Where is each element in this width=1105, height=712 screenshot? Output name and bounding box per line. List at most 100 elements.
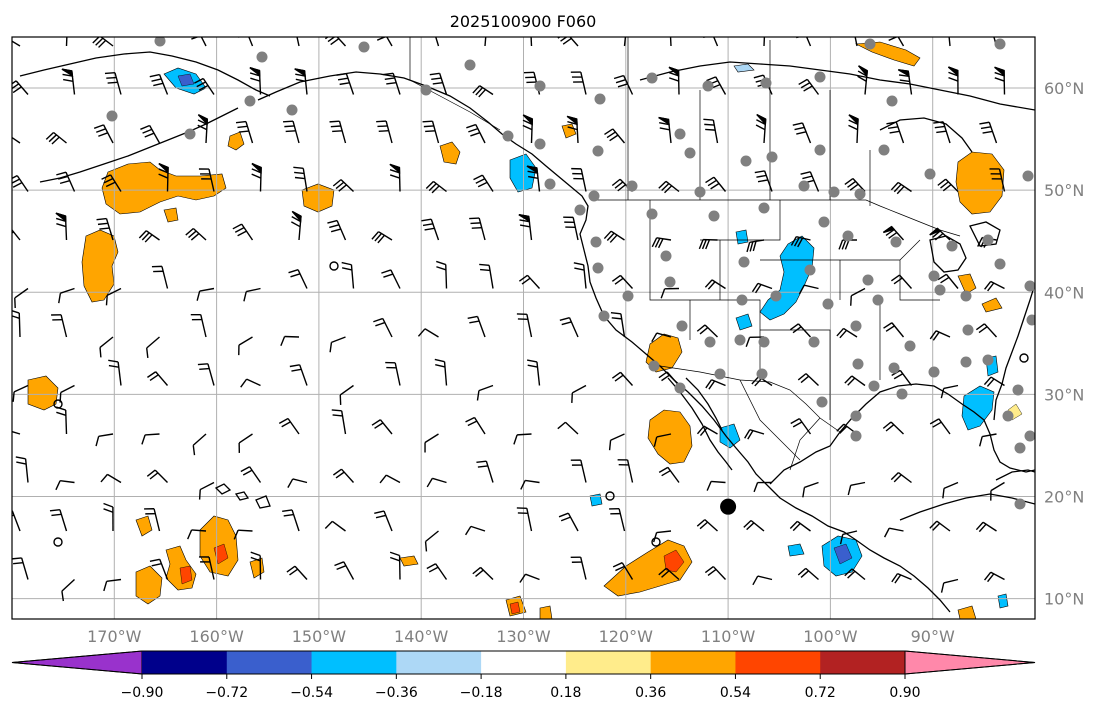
station-dot [502, 130, 514, 142]
station-dot [982, 234, 994, 246]
fill-positive [561, 123, 577, 139]
station-dot [872, 294, 884, 306]
wind-barb [790, 418, 812, 435]
wind-barb [197, 363, 215, 386]
wind-barb [883, 322, 905, 338]
station-dot [994, 258, 1006, 270]
wind-barb [149, 73, 169, 95]
wind-barb [658, 466, 680, 483]
colorbar-segment [142, 651, 228, 674]
wind-barb [294, 68, 308, 95]
wind-barb [476, 460, 494, 483]
wind-barb [12, 430, 21, 435]
station-dot [256, 51, 268, 63]
station-dot [184, 128, 196, 140]
station-dot [664, 276, 676, 288]
station-markers [106, 37, 1035, 510]
wind-barb [12, 40, 21, 47]
station-dot [828, 186, 840, 198]
wind-barb [854, 37, 858, 47]
station-dot [850, 320, 862, 332]
fill-positive [981, 297, 1003, 313]
longitude-tick-label: 160°W [189, 627, 244, 646]
station-dot [626, 180, 638, 192]
wind-barb [198, 556, 215, 580]
longitude-tick-label: 150°W [292, 627, 347, 646]
fill-negative [787, 543, 805, 557]
wind-barb [929, 418, 951, 435]
fill-negative [735, 313, 753, 331]
wind-barb [149, 558, 169, 580]
wind-barb [743, 519, 765, 532]
wind-barb [198, 168, 215, 192]
mexico-state-borders [739, 379, 821, 471]
wind-barb [192, 433, 207, 456]
wind-barb [519, 573, 540, 583]
fill-negative [589, 493, 603, 507]
wind-barb [12, 557, 29, 580]
wind-barb [984, 571, 1005, 583]
fill-positive [163, 207, 179, 223]
wind-barbs [12, 37, 1006, 602]
wind-barb [283, 120, 300, 144]
station-dot [994, 38, 1006, 50]
wind-barb [570, 71, 587, 95]
wind-barb [752, 575, 773, 586]
wind-barb [435, 37, 440, 47]
wind-barb [296, 37, 300, 47]
colorbar-tick-label: 0.54 [720, 685, 751, 701]
wind-barb [466, 123, 486, 144]
colorbar-segment [820, 651, 906, 674]
wind-barb [570, 459, 587, 483]
station-dot [1026, 314, 1035, 326]
station-dot [934, 284, 946, 296]
wind-barb [850, 287, 866, 306]
wind-barb [383, 72, 401, 95]
wind-barb [329, 120, 347, 144]
gulf-of-california [685, 377, 723, 431]
wind-barb [839, 530, 858, 545]
aleutian-islands [39, 107, 239, 183]
wind-barb [280, 335, 300, 347]
wind-barb [653, 530, 672, 543]
station-dot [818, 216, 830, 228]
wind-barb [417, 328, 439, 338]
fill-positive [227, 131, 245, 151]
canada-province-borders [627, 37, 871, 206]
wind-barb [792, 122, 812, 144]
wind-barb [522, 114, 534, 144]
wind-barb [196, 287, 215, 301]
wind-barb [937, 178, 959, 192]
wind-barb [658, 116, 672, 144]
wind-barb [251, 162, 262, 192]
wind-barb [286, 565, 308, 580]
wind-barb [341, 261, 355, 289]
wind-barb [704, 279, 726, 290]
wind-barb [324, 37, 347, 47]
map-frame [11, 36, 1036, 620]
wind-barb [979, 121, 998, 144]
station-dot [760, 77, 772, 89]
wind-barb [194, 77, 215, 95]
wind-barb [434, 358, 448, 386]
station-dot [708, 210, 720, 222]
wind-barb [610, 311, 626, 338]
fill-positive [439, 141, 461, 165]
wind-barb [49, 508, 68, 532]
wind-barb [526, 359, 541, 386]
longitude-tick-labels: 170°W 160°W 150°W 140°W 130°W 120°W 110°W 100°W… [87, 627, 955, 646]
station-dot [646, 208, 658, 220]
latitude-tick-label: 30°N [1044, 385, 1084, 404]
wind-barb [93, 124, 114, 144]
wind-barb [472, 85, 494, 98]
wind-barb [530, 37, 533, 47]
wind-barb [940, 578, 959, 593]
wind-barb [558, 512, 579, 532]
fill-negative [733, 63, 755, 73]
wind-barb [994, 66, 1006, 95]
hawaii [214, 483, 271, 509]
station-dot [960, 290, 972, 302]
longitude-tick-label: 130°W [496, 627, 551, 646]
wind-barb [287, 478, 308, 488]
fill-positive [135, 515, 153, 537]
